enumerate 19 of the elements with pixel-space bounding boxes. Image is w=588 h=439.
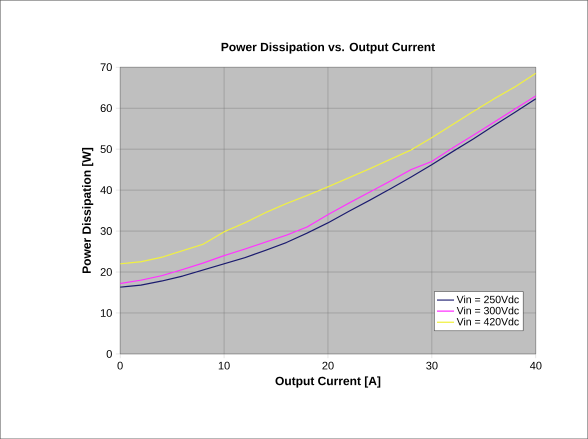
y-tick-label: 0 [106,350,112,358]
x-tick-label: 20 [322,362,334,370]
y-tick-label: 50 [100,145,112,153]
y-tick-label: 60 [100,104,112,112]
x-tick-label: 0 [117,362,123,370]
chart-title: Power Dissipation vs. Output Current [222,42,435,54]
y-tick-label: 30 [100,227,112,235]
legend-label: Vin = 300Vdc [456,306,519,314]
x-tick-label: 10 [218,362,230,370]
legend-label: Vin = 250Vdc [456,295,519,304]
y-tick-label: 70 [100,63,112,72]
y-tick-label: 20 [100,268,112,276]
x-axis-title: Output Current [A] [276,376,380,388]
x-tick-label: 40 [530,362,542,370]
y-tick-label: 10 [100,309,112,317]
y-axis-title: Power Dissipation [W] [82,148,94,274]
x-tick-label: 30 [426,362,438,370]
y-tick-label: 40 [100,186,112,194]
legend-label: Vin = 420Vdc [456,318,519,326]
